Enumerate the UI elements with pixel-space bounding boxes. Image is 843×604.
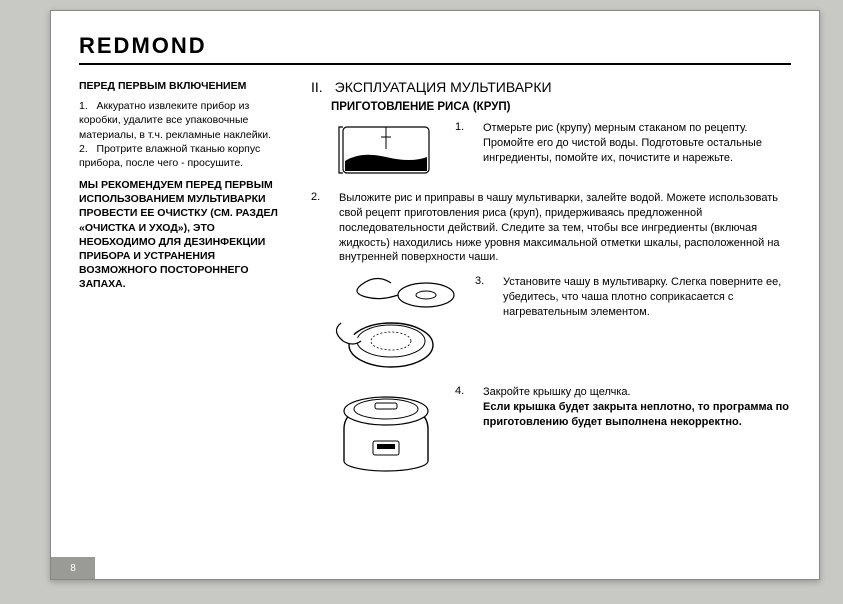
step-text: Отмерьте рис (крупу) мерным стаканом по … [483, 121, 791, 181]
section-name: ЭКСПЛУАТАЦИЯ МУЛЬТИВАРКИ [335, 79, 552, 95]
section-roman: II. [311, 79, 323, 95]
step-text: Закройте крышку до щелчка. Если крышка б… [483, 385, 791, 475]
step-number: 2. [311, 191, 325, 265]
step-number: 2. [79, 143, 88, 155]
brand-logo: REDMOND [79, 33, 791, 59]
left-column: ПЕРЕД ПЕРВЫМ ВКЛЮЧЕНИЕМ 1. Аккуратно изв… [79, 79, 289, 485]
step-text: Выложите рис и приправы в чашу мультивар… [339, 191, 791, 265]
step-3-row: 3. Установите чашу в мультиварку. Слегка… [331, 275, 791, 375]
section-title: II. ЭКСПЛУАТАЦИЯ МУЛЬТИВАРКИ [311, 79, 791, 95]
illustration-insert-bowl [331, 275, 461, 375]
step-number: 1. [455, 121, 469, 181]
step-4-row: 4. Закройте крышку до щелчка. Если крышк… [331, 385, 791, 475]
step-text: Протрите влажной тканью корпус прибора, … [79, 143, 260, 169]
left-step-1: 1. Аккуратно извлеките прибор из коробки… [79, 99, 289, 142]
step-4-line-1: Закройте крышку до щелчка. [483, 386, 631, 398]
step-4-warning: Если крышка будет закрыта неплотно, то п… [483, 401, 789, 428]
step-2-row: 2. Выложите рис и приправы в чашу мульти… [311, 191, 791, 265]
manual-page: REDMOND ПЕРЕД ПЕРВЫМ ВКЛЮЧЕНИЕМ 1. Аккур… [50, 10, 820, 580]
left-heading: ПЕРЕД ПЕРВЫМ ВКЛЮЧЕНИЕМ [79, 79, 289, 93]
subheading: ПРИГОТОВЛЕНИЕ РИСА (КРУП) [331, 101, 791, 113]
page-number-tab: 8 [51, 557, 95, 579]
left-recommendation: МЫ РЕКОМЕНДУЕМ ПЕРЕД ПЕРВЫМ ИСПОЛЬЗОВАНИ… [79, 178, 289, 291]
step-number: 4. [455, 385, 469, 475]
step-number: 3. [475, 275, 489, 375]
step-text: Аккуратно извлеките прибор из коробки, у… [79, 100, 271, 140]
step-1-row: 1. Отмерьте рис (крупу) мерным стаканом … [331, 121, 791, 181]
content-columns: ПЕРЕД ПЕРВЫМ ВКЛЮЧЕНИЕМ 1. Аккуратно изв… [79, 79, 791, 485]
step-text: Установите чашу в мультиварку. Слегка по… [503, 275, 791, 375]
illustration-closed-cooker [331, 385, 441, 475]
divider [79, 63, 791, 65]
left-step-2: 2. Протрите влажной тканью корпус прибор… [79, 142, 289, 170]
illustration-measuring-cup [331, 121, 441, 181]
step-number: 1. [79, 100, 88, 112]
right-column: II. ЭКСПЛУАТАЦИЯ МУЛЬТИВАРКИ ПРИГОТОВЛЕНИ… [311, 79, 791, 485]
